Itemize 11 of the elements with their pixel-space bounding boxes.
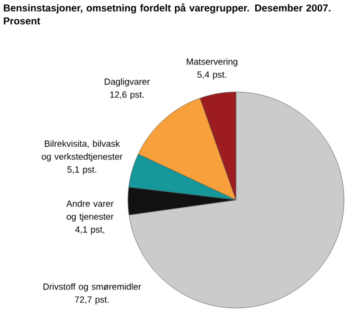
slice-label: Dagligvarer [104, 78, 150, 87]
slice-label: Bilrekvisita, bilvask og verkstedtjenester [42, 140, 122, 162]
slice-label: Drivstoff og smøremidler [43, 283, 142, 292]
chart-title: Bensinstasjoner, omsetning fordelt på varegrupper. Desember 2007. Prosent [4, 3, 330, 24]
data-label: 5,1 pst. [67, 166, 96, 174]
data-label: 4,1 pst, [75, 226, 104, 234]
slice-label: Andre varer og tjenester [66, 200, 114, 222]
data-label: 5,4 pst. [197, 71, 226, 80]
data-label: 12,6 pst. [110, 91, 144, 100]
data-label: 72,7 pst. [75, 296, 109, 305]
slice-label: Matservering [186, 58, 238, 67]
